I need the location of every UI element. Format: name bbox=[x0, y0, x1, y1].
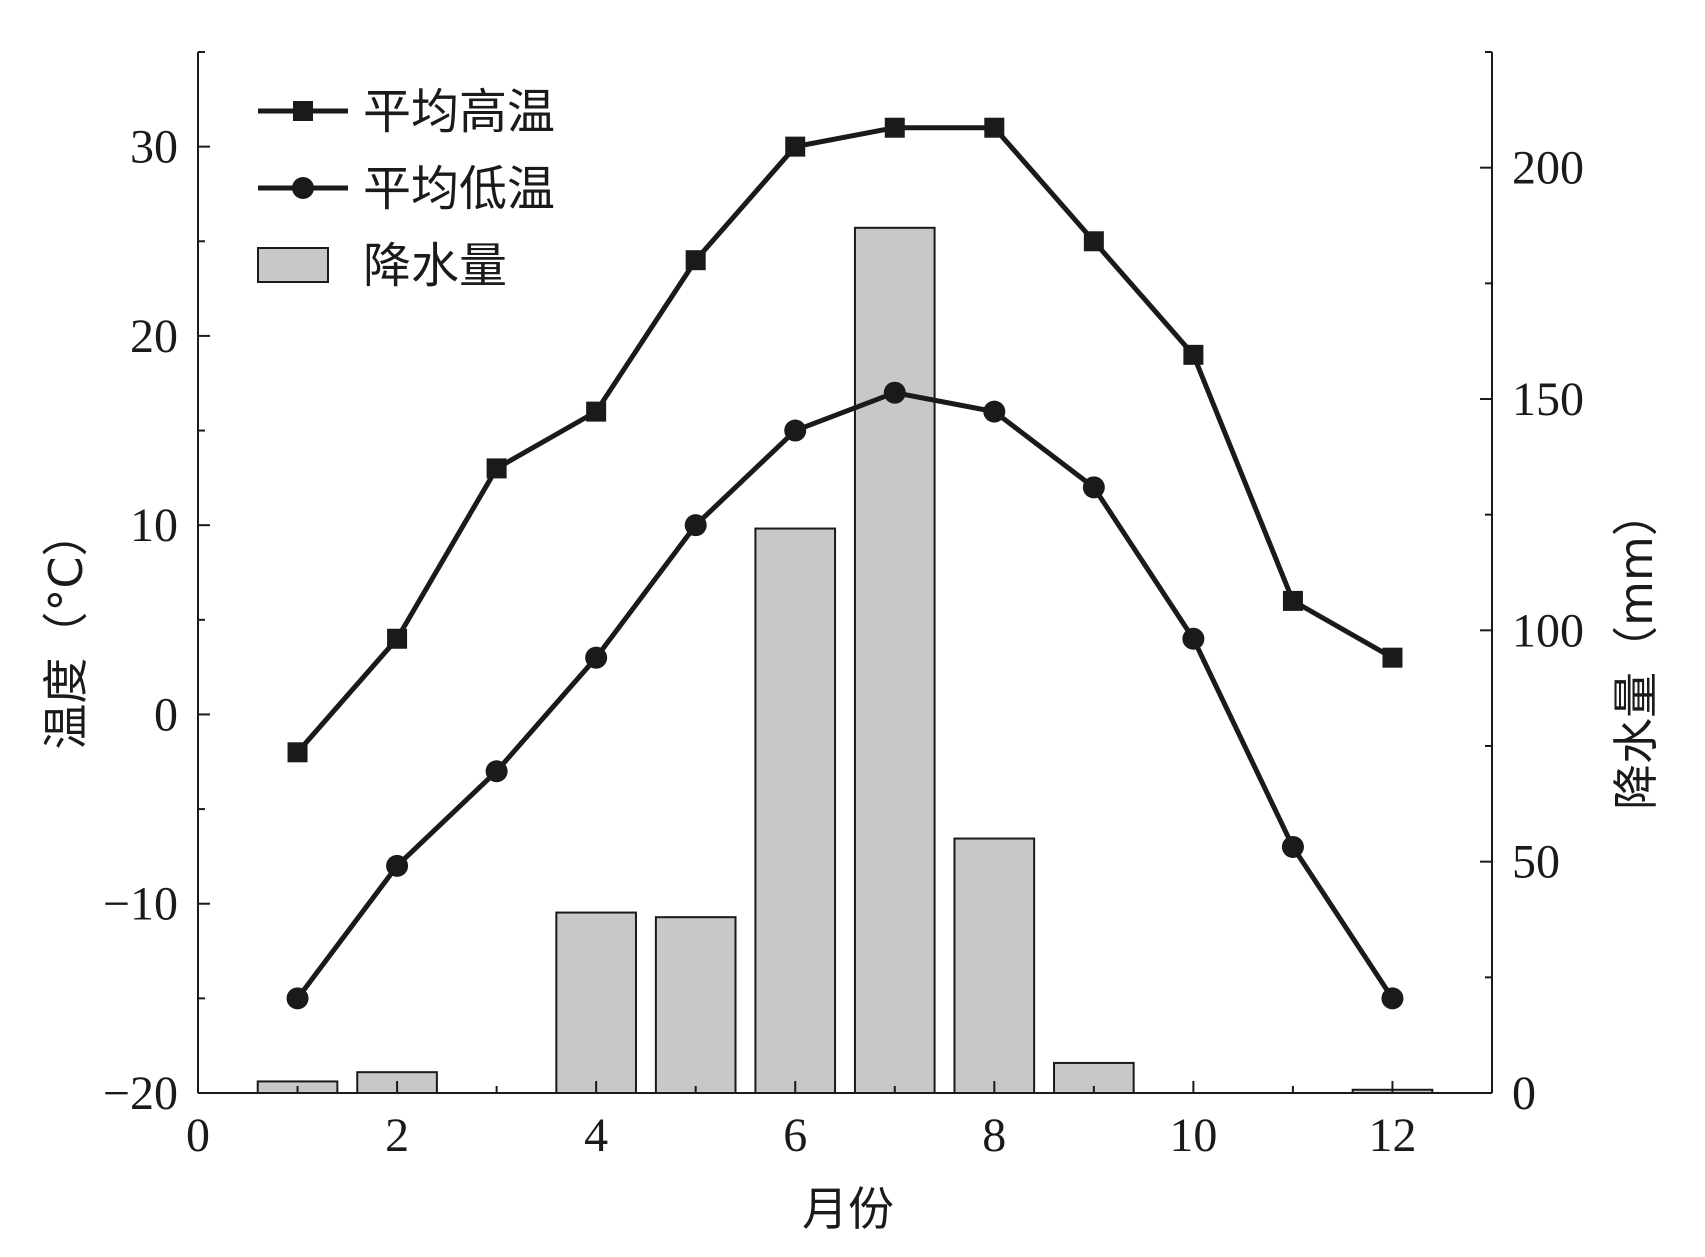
avg-low-marker bbox=[1281, 835, 1304, 858]
avg-high-marker bbox=[287, 742, 308, 763]
avg-high-marker bbox=[586, 401, 607, 422]
avg-high-marker bbox=[1183, 344, 1204, 365]
avg-low-marker bbox=[1381, 987, 1404, 1010]
avg-low-marker bbox=[485, 760, 508, 783]
y-left-tick-label: 20 bbox=[130, 310, 178, 363]
avg-high-marker bbox=[884, 117, 905, 138]
precipitation-bar bbox=[654, 916, 737, 1094]
avg-high-marker bbox=[984, 117, 1005, 138]
precipitation-bar bbox=[853, 226, 936, 1094]
y-left-tick-label: −10 bbox=[103, 878, 178, 931]
legend-label-precip: 降水量 bbox=[363, 238, 507, 294]
avg-low-marker bbox=[585, 646, 608, 669]
avg-low-marker bbox=[684, 514, 707, 537]
avg-low-marker bbox=[983, 400, 1006, 423]
legend-high-marker bbox=[293, 101, 313, 121]
y-left-axis-title: 温度（°C） bbox=[39, 510, 93, 749]
y-right-tick-label: 50 bbox=[1512, 836, 1560, 889]
x-tick-label: 6 bbox=[783, 1109, 807, 1162]
avg-high-line bbox=[295, 125, 1394, 754]
axis-titles: 月份 温度（°C） 降水量（mm） bbox=[39, 490, 1663, 1236]
y-right-tick-label: 100 bbox=[1512, 604, 1584, 657]
y-right-axis-title: 降水量（mm） bbox=[1609, 490, 1663, 810]
avg-high-marker bbox=[785, 136, 806, 157]
y-right-tick-label: 200 bbox=[1512, 142, 1584, 195]
avg-low-marker bbox=[286, 987, 309, 1010]
legend-precip-swatch bbox=[257, 247, 329, 283]
avg-high-marker bbox=[1382, 647, 1403, 668]
y-left-tick-label: 0 bbox=[154, 688, 178, 741]
avg-low-marker bbox=[1082, 476, 1105, 499]
avg-high-marker bbox=[486, 458, 507, 479]
legend-label-low: 平均低温 bbox=[363, 161, 555, 217]
precipitation-bar bbox=[953, 837, 1036, 1094]
x-tick-label: 0 bbox=[186, 1109, 210, 1162]
avg-high-marker bbox=[1083, 231, 1104, 252]
x-axis-title: 月份 bbox=[802, 1182, 894, 1236]
y-left-tick-label: −20 bbox=[103, 1067, 178, 1120]
avg-high-marker bbox=[685, 250, 706, 271]
avg-high-marker bbox=[1282, 590, 1303, 611]
y-right-tick-label: 0 bbox=[1512, 1067, 1536, 1120]
avg-high-marker bbox=[387, 628, 408, 649]
temperature-lines bbox=[286, 117, 1404, 1010]
x-tick-label: 10 bbox=[1169, 1109, 1217, 1162]
precipitation-bars bbox=[256, 226, 1434, 1095]
x-tick-label: 12 bbox=[1368, 1109, 1416, 1162]
avg-low-marker bbox=[386, 854, 409, 877]
x-tick-label: 4 bbox=[584, 1109, 608, 1162]
precipitation-bar bbox=[754, 527, 837, 1094]
y-right-tick-label: 150 bbox=[1512, 373, 1584, 426]
avg-low-marker bbox=[1182, 627, 1205, 650]
legend-low-marker bbox=[292, 177, 314, 199]
legend-label-high: 平均高温 bbox=[363, 84, 555, 140]
avg-low-line bbox=[295, 390, 1395, 1000]
precipitation-bar bbox=[555, 911, 637, 1094]
y-left-tick-label: 10 bbox=[130, 499, 178, 552]
avg-low-marker bbox=[784, 419, 807, 442]
x-tick-label: 2 bbox=[385, 1109, 409, 1162]
x-tick-label: 8 bbox=[982, 1109, 1006, 1162]
y-left-tick-label: 30 bbox=[130, 121, 178, 174]
avg-low-marker bbox=[883, 381, 906, 404]
axes: 0 2 4 6 8 10 12 −20 −10 0 10 20 30 0 50 100 150 200 bbox=[103, 51, 1584, 1162]
